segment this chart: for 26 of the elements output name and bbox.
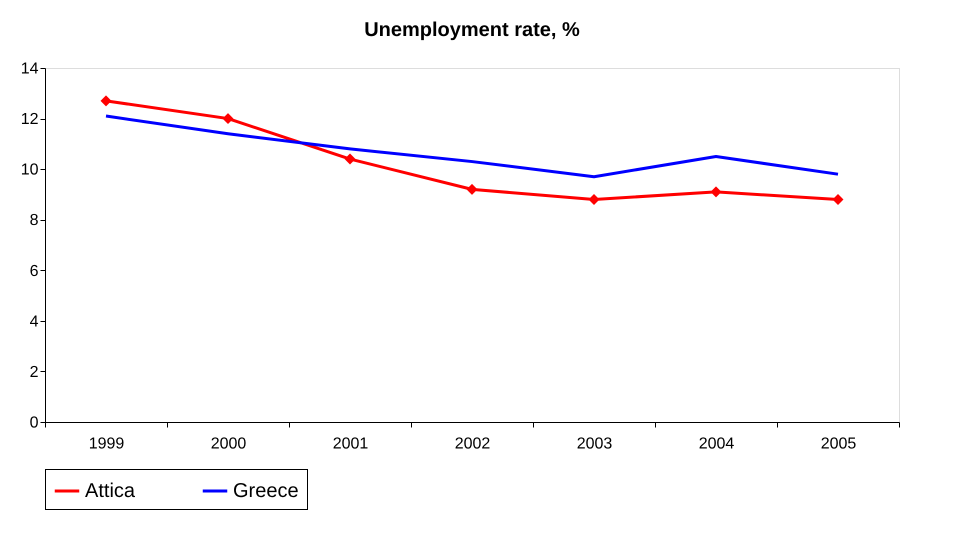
y-tick-label: 6 (30, 262, 39, 280)
legend-label: Greece (233, 480, 299, 502)
line-series (104, 114, 840, 178)
point (222, 113, 234, 124)
legend-label: Attica (85, 480, 136, 502)
x-tick-label: 1999 (88, 436, 124, 452)
y-tick-label: 4 (30, 313, 39, 330)
point (466, 184, 478, 195)
y-tick-label: 8 (30, 212, 39, 230)
x-tick-label: 2004 (698, 436, 734, 452)
point (832, 194, 844, 205)
y-tick-label: 2 (30, 364, 39, 381)
y-tick-label: 14 (20, 60, 39, 78)
point (588, 194, 600, 205)
y-tick-label: 10 (20, 162, 39, 179)
x-tick-label: 2005 (820, 436, 856, 452)
x-tick-label: 2000 (210, 436, 246, 452)
point (710, 186, 722, 198)
y-tick-label: 12 (20, 111, 39, 128)
x-tick-label: 2002 (454, 436, 490, 452)
x-tick-label: 2003 (576, 436, 612, 452)
y-tick-label: 0 (30, 414, 39, 432)
point (344, 154, 356, 165)
x-tick-label: 2001 (332, 436, 368, 452)
point (100, 95, 112, 106)
chart-title: Unemployment rate, % (364, 19, 580, 41)
